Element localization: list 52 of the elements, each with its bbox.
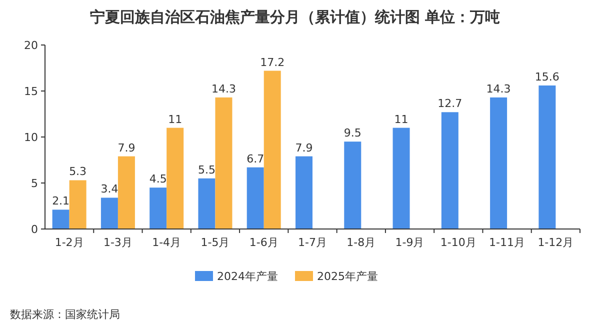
bar (538, 85, 556, 229)
data-label: 14.3 (211, 82, 236, 96)
data-label: 5.3 (69, 165, 87, 178)
bar (215, 97, 232, 229)
data-label: 7.9 (295, 141, 313, 154)
bar (100, 198, 118, 229)
source-note: 数据来源：国家统计局 (10, 308, 120, 321)
x-tick-label: 1-4月 (152, 236, 182, 249)
data-label: 7.9 (118, 141, 136, 154)
bar (264, 70, 281, 229)
x-tick-label: 1-11月 (489, 236, 526, 249)
data-label: 5.5 (198, 163, 216, 176)
data-label: 15.6 (534, 70, 560, 84)
x-tick-label: 1-9月 (395, 236, 424, 249)
data-label: 4.5 (149, 172, 167, 186)
y-tick-label: 0 (31, 223, 38, 236)
bar (118, 156, 135, 229)
x-tick-label: 1-12月 (538, 236, 574, 249)
x-tick-label: 1-5月 (200, 236, 230, 249)
bar (246, 167, 264, 229)
data-label: 11 (168, 112, 182, 126)
y-tick-label: 10 (24, 131, 38, 144)
bar (52, 210, 70, 229)
chart-title: 宁夏回族自治区石油焦产量分月（累计值）统计图 单位：万吨 (90, 8, 500, 26)
data-label: 12.7 (438, 97, 462, 110)
data-label: 11 (394, 112, 408, 126)
data-label: 3.4 (100, 182, 118, 196)
x-tick-label: 1-10月 (440, 236, 476, 249)
bar (198, 178, 216, 229)
x-tick-label: 1-7月 (298, 236, 327, 249)
y-tick-label: 15 (24, 85, 38, 98)
data-label: 14.3 (486, 82, 511, 96)
bar (150, 188, 167, 229)
bar (296, 156, 312, 229)
y-tick-label: 5 (31, 177, 38, 190)
bar (69, 180, 86, 229)
x-tick-label: 1-8月 (346, 236, 376, 249)
bar (490, 97, 508, 229)
legend-label: 2024年产量 (217, 270, 278, 283)
data-label: 2.1 (52, 194, 70, 208)
y-tick-label: 20 (24, 39, 38, 52)
data-label: 9.5 (344, 126, 362, 140)
data-label: 6.7 (246, 152, 264, 166)
bar (344, 142, 362, 229)
bar (441, 112, 458, 229)
bar (166, 128, 184, 229)
data-label: 17.2 (260, 56, 285, 69)
legend-label: 2025年产量 (317, 270, 378, 283)
x-tick-label: 1-3月 (103, 236, 132, 249)
x-tick-label: 1-6月 (249, 236, 278, 249)
x-tick-label: 1-2月 (54, 236, 84, 249)
bar (392, 128, 410, 229)
